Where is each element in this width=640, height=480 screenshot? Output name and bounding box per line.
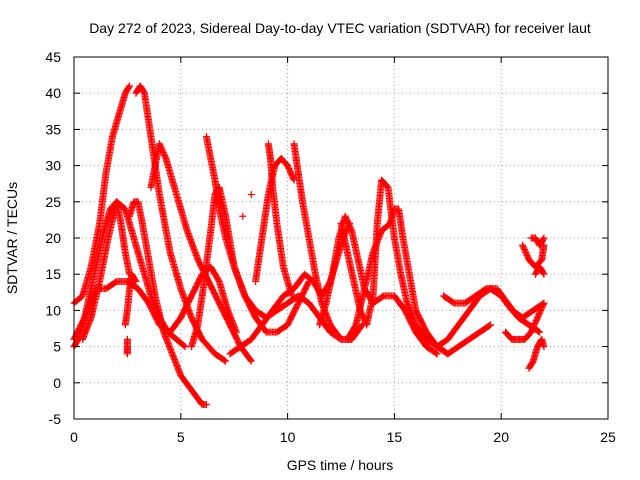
- series-track-27: [123, 335, 131, 358]
- y-tick-label: 30: [45, 158, 61, 174]
- y-tick-label: 25: [45, 194, 61, 210]
- data-point: [131, 276, 139, 284]
- data-point: [534, 327, 542, 335]
- series-track-23: [527, 234, 548, 249]
- series-track-18: [433, 285, 548, 351]
- y-tick-label: 5: [53, 339, 61, 355]
- x-tick-label: 5: [177, 429, 185, 445]
- data-point: [161, 153, 169, 161]
- data-point: [347, 225, 355, 233]
- series-track-03: [132, 82, 230, 365]
- x-tick-label: 20: [493, 429, 509, 445]
- series-track-22: [519, 241, 548, 271]
- y-tick-label: 20: [45, 230, 61, 246]
- series-track-20: [501, 299, 548, 343]
- x-axis-label: GPS time / hours: [287, 457, 394, 473]
- x-tick-label: 10: [280, 429, 296, 445]
- series-track-25: [247, 191, 255, 199]
- data-point: [540, 299, 548, 307]
- data-point: [432, 349, 440, 357]
- y-tick-label: -5: [49, 411, 62, 427]
- chart-title: Day 272 of 2023, Sidereal Day-to-day VTE…: [89, 20, 591, 36]
- data-point: [232, 328, 240, 336]
- data-point: [180, 342, 188, 350]
- x-tick-label: 0: [70, 429, 78, 445]
- data-point: [539, 269, 547, 277]
- data-point: [539, 301, 547, 309]
- data-point: [222, 357, 230, 365]
- series-track-15: [79, 198, 189, 351]
- data-point: [433, 350, 441, 358]
- series-track-21: [525, 335, 548, 372]
- data-point: [123, 335, 131, 343]
- y-tick-label: 0: [53, 375, 61, 391]
- series-track-09: [264, 140, 296, 300]
- x-tick-label: 25: [600, 429, 616, 445]
- series-track-16: [70, 198, 134, 351]
- data-point: [485, 322, 493, 330]
- data-point: [536, 328, 544, 336]
- y-tick-label: 15: [45, 266, 61, 282]
- data-point: [132, 277, 140, 285]
- data-point: [125, 83, 133, 91]
- y-axis-label: SDTVAR / TECUs: [4, 182, 20, 294]
- series-track-14: [343, 205, 495, 358]
- series-track-24: [531, 263, 548, 278]
- data-point: [357, 322, 365, 330]
- x-tick-label: 15: [387, 429, 403, 445]
- data-point: [181, 343, 189, 351]
- series-track-02: [126, 198, 210, 409]
- y-tick-label: 35: [45, 121, 61, 137]
- data-point: [246, 356, 254, 364]
- data-point: [539, 235, 547, 243]
- data-point: [247, 191, 255, 199]
- y-tick-label: 45: [45, 49, 61, 65]
- data-point: [540, 270, 548, 278]
- y-tick-label: 10: [45, 302, 61, 318]
- data-point: [487, 321, 495, 329]
- data-point: [540, 234, 548, 242]
- data-layer: [70, 82, 548, 409]
- y-tick-label: 40: [45, 85, 61, 101]
- data-point: [239, 212, 247, 220]
- series-track-17: [121, 270, 140, 329]
- data-point: [220, 356, 228, 364]
- series-track-19: [440, 285, 544, 336]
- data-point: [202, 401, 210, 409]
- axis-ticks: 0 5 10 15 20 25 -5 0 5 10 15 20 25 30 35 40 45: [45, 49, 616, 445]
- series-track-01: [70, 82, 134, 307]
- data-point: [540, 343, 548, 351]
- data-point: [247, 357, 255, 365]
- data-point: [126, 82, 134, 90]
- series-track-26: [239, 212, 247, 220]
- series-track-06: [187, 183, 313, 351]
